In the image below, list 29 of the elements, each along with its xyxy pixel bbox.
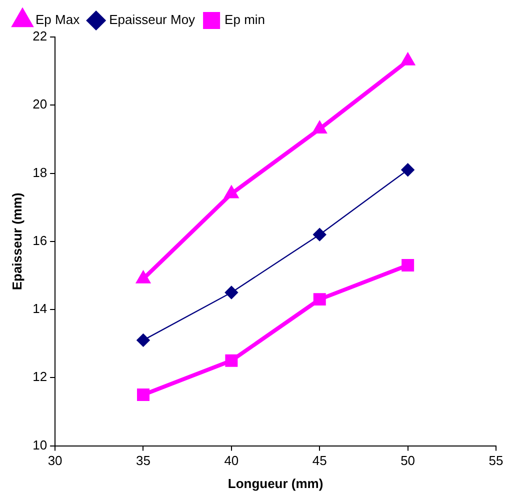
y-axis-title: Epaisseur (mm) <box>9 192 24 290</box>
legend-label: Ep Max <box>36 12 80 28</box>
point <box>313 122 326 134</box>
y-tick-label: 12 <box>32 369 48 384</box>
x-axis-title: Longueur (mm) <box>228 476 324 491</box>
x-tick-label: 30 <box>48 453 62 468</box>
point <box>225 354 238 367</box>
x-tick-label: 35 <box>136 453 150 468</box>
point <box>136 272 150 284</box>
y-tick-label: 16 <box>32 232 48 248</box>
point <box>401 54 414 66</box>
y-tick-label: 10 <box>32 437 48 452</box>
x-tick-label: 55 <box>488 453 504 468</box>
point <box>402 259 414 272</box>
y-tick-label: 22 <box>32 28 48 44</box>
legend-label: Ep min <box>224 12 266 28</box>
point <box>224 286 238 300</box>
y-tick-label: 18 <box>32 164 48 180</box>
x-tick-label: 50 <box>400 453 416 468</box>
point <box>137 388 150 401</box>
x-tick-label: 40 <box>224 453 239 468</box>
legend-label: Epaisseur Moy <box>109 12 196 28</box>
point <box>401 163 414 176</box>
x-tick-label: 45 <box>312 453 327 468</box>
point <box>313 228 326 242</box>
point <box>313 293 326 306</box>
y-tick-label: 20 <box>32 96 48 112</box>
point <box>136 334 150 347</box>
y-tick-label: 14 <box>32 301 48 316</box>
